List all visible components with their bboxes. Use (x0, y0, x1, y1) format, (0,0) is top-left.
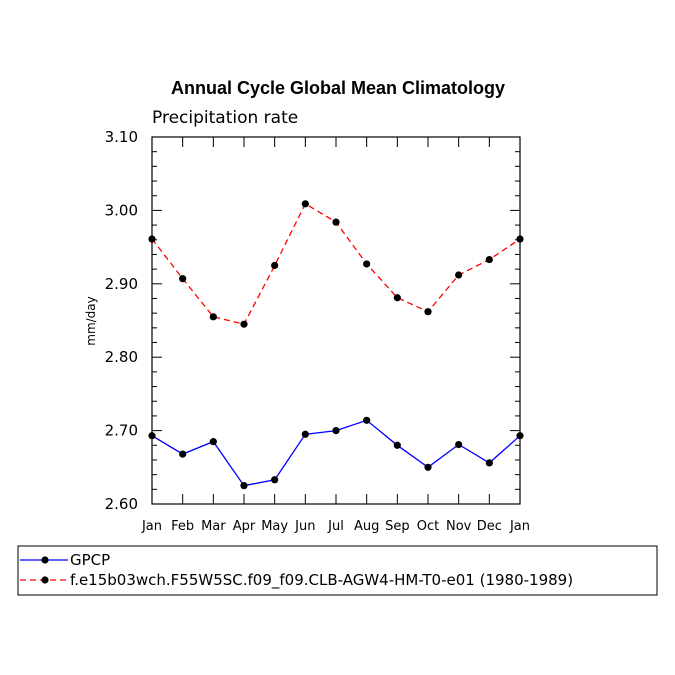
x-tick-label: Mar (201, 519, 226, 534)
legend: GPCP f.e15b03wch.F55W5SC.f09_f09.CLB-AGW4… (20, 551, 573, 590)
series-2-point (179, 275, 187, 283)
y-tick-label: 2.90 (105, 275, 138, 293)
series-1-point (363, 416, 371, 424)
x-tick-label: Dec (477, 519, 502, 534)
series-1-point (485, 459, 493, 467)
plot-frame (151, 136, 521, 505)
x-tick-label: Apr (233, 519, 256, 534)
legend-label-2: f.e15b03wch.F55W5SC.f09_f09.CLB-AGW4-HM-… (70, 571, 573, 590)
series-2-point (301, 200, 309, 208)
x-tick-label: Jan (141, 519, 162, 534)
x-tick-label: Aug (354, 519, 379, 534)
y-tick-labels: 2.60 2.70 2.80 2.90 3.00 3.10 (105, 128, 138, 513)
series-1-point (424, 463, 432, 471)
y-tick-label: 2.60 (105, 495, 138, 513)
x-tick-labels: Jan Feb Mar Apr May Jun Jul Aug Sep Oct Nov Dec Jan (141, 519, 530, 534)
x-tick-label: Jan (509, 519, 530, 534)
series-2-point (455, 271, 463, 279)
x-tick-label: Jun (294, 519, 315, 534)
y-tick-label: 2.80 (105, 348, 138, 366)
series-2-point (209, 313, 217, 321)
series-2-point (393, 294, 401, 302)
x-tick-label: Nov (446, 519, 472, 534)
chart-title: Annual Cycle Global Mean Climatology (171, 78, 505, 98)
series-2-point (271, 261, 279, 270)
series-2-point (240, 320, 248, 328)
series-1-point (455, 440, 463, 449)
legend-box (17, 545, 658, 596)
x-tick-label: Feb (171, 519, 194, 534)
series-2-point (363, 260, 371, 268)
y-tick-label: 3.10 (105, 128, 138, 146)
series-1-point (240, 482, 248, 490)
legend-marker-1 (41, 556, 49, 564)
series-1-point (271, 476, 279, 484)
series-points (148, 200, 524, 490)
x-tick-label: Jul (327, 519, 344, 534)
series-2-point (332, 218, 340, 226)
series-1-point (148, 432, 156, 440)
legend-marker-2 (41, 576, 49, 584)
x-tick-label: May (261, 519, 288, 534)
series-2-point (485, 255, 493, 264)
series-lines (151, 202, 521, 487)
series-1-point (301, 430, 309, 438)
legend-label-1: GPCP (70, 551, 110, 569)
series-2-point (424, 308, 432, 316)
y-axis-label: mm/day (84, 296, 98, 346)
y-tick-label: 3.00 (105, 201, 138, 219)
series-1-point (209, 438, 217, 446)
x-tick-label: Oct (417, 519, 439, 534)
y-tick-label: 2.70 (105, 422, 138, 440)
x-tick-label: Sep (385, 519, 410, 534)
series-1-point (393, 441, 401, 449)
chart-subtitle: Precipitation rate (152, 108, 298, 128)
series-1-point (332, 427, 340, 435)
series-1-point (179, 450, 187, 458)
series-2-point (148, 235, 156, 243)
series-1-point (516, 432, 524, 440)
series-2-point (516, 235, 524, 243)
axis-ticks (151, 136, 521, 505)
